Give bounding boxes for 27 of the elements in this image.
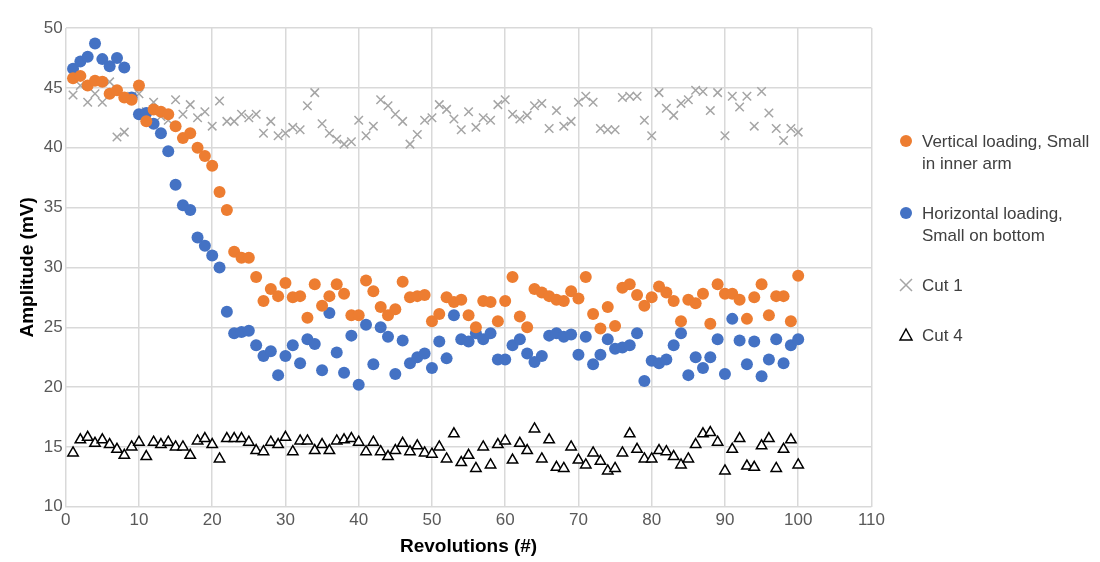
y-tick-label: 45 bbox=[43, 77, 63, 97]
legend-label: Cut 4 bbox=[922, 325, 963, 347]
y-tick-label: 10 bbox=[43, 496, 63, 516]
x-tick-label: 90 bbox=[715, 509, 735, 529]
x-axis-title: Revolutions (#) bbox=[399, 534, 538, 556]
y-tick-label: 50 bbox=[43, 17, 63, 37]
x-tick-label: 80 bbox=[642, 509, 662, 529]
legend-label: Cut 1 bbox=[922, 275, 963, 297]
y-axis-title: Amplitude (mV) bbox=[15, 197, 37, 338]
x-tick-label: 30 bbox=[276, 509, 295, 529]
legend-label: Horizontal loading, Small on bottom bbox=[922, 203, 1064, 247]
y-tick-label: 15 bbox=[43, 436, 63, 456]
x-tick-label: 100 bbox=[784, 509, 813, 529]
x-tick-label: 10 bbox=[129, 509, 149, 529]
y-tick-label: 30 bbox=[43, 257, 63, 277]
y-tick-label: 25 bbox=[43, 316, 63, 336]
y-tick-label: 35 bbox=[43, 197, 63, 217]
y-tick-label: 40 bbox=[43, 137, 63, 157]
x-tick-label: 20 bbox=[202, 509, 222, 529]
x-tick-label: 0 bbox=[60, 509, 71, 529]
x-tick-label: 50 bbox=[422, 509, 442, 529]
x-tick-label: 70 bbox=[568, 509, 588, 529]
x-tick-label: 60 bbox=[495, 509, 515, 529]
y-tick-label: 20 bbox=[43, 376, 63, 396]
legend-label: Vertical loading, Small in inner arm bbox=[922, 131, 1091, 175]
x-tick-label: 110 bbox=[857, 509, 885, 529]
x-tick-label: 40 bbox=[349, 509, 369, 529]
